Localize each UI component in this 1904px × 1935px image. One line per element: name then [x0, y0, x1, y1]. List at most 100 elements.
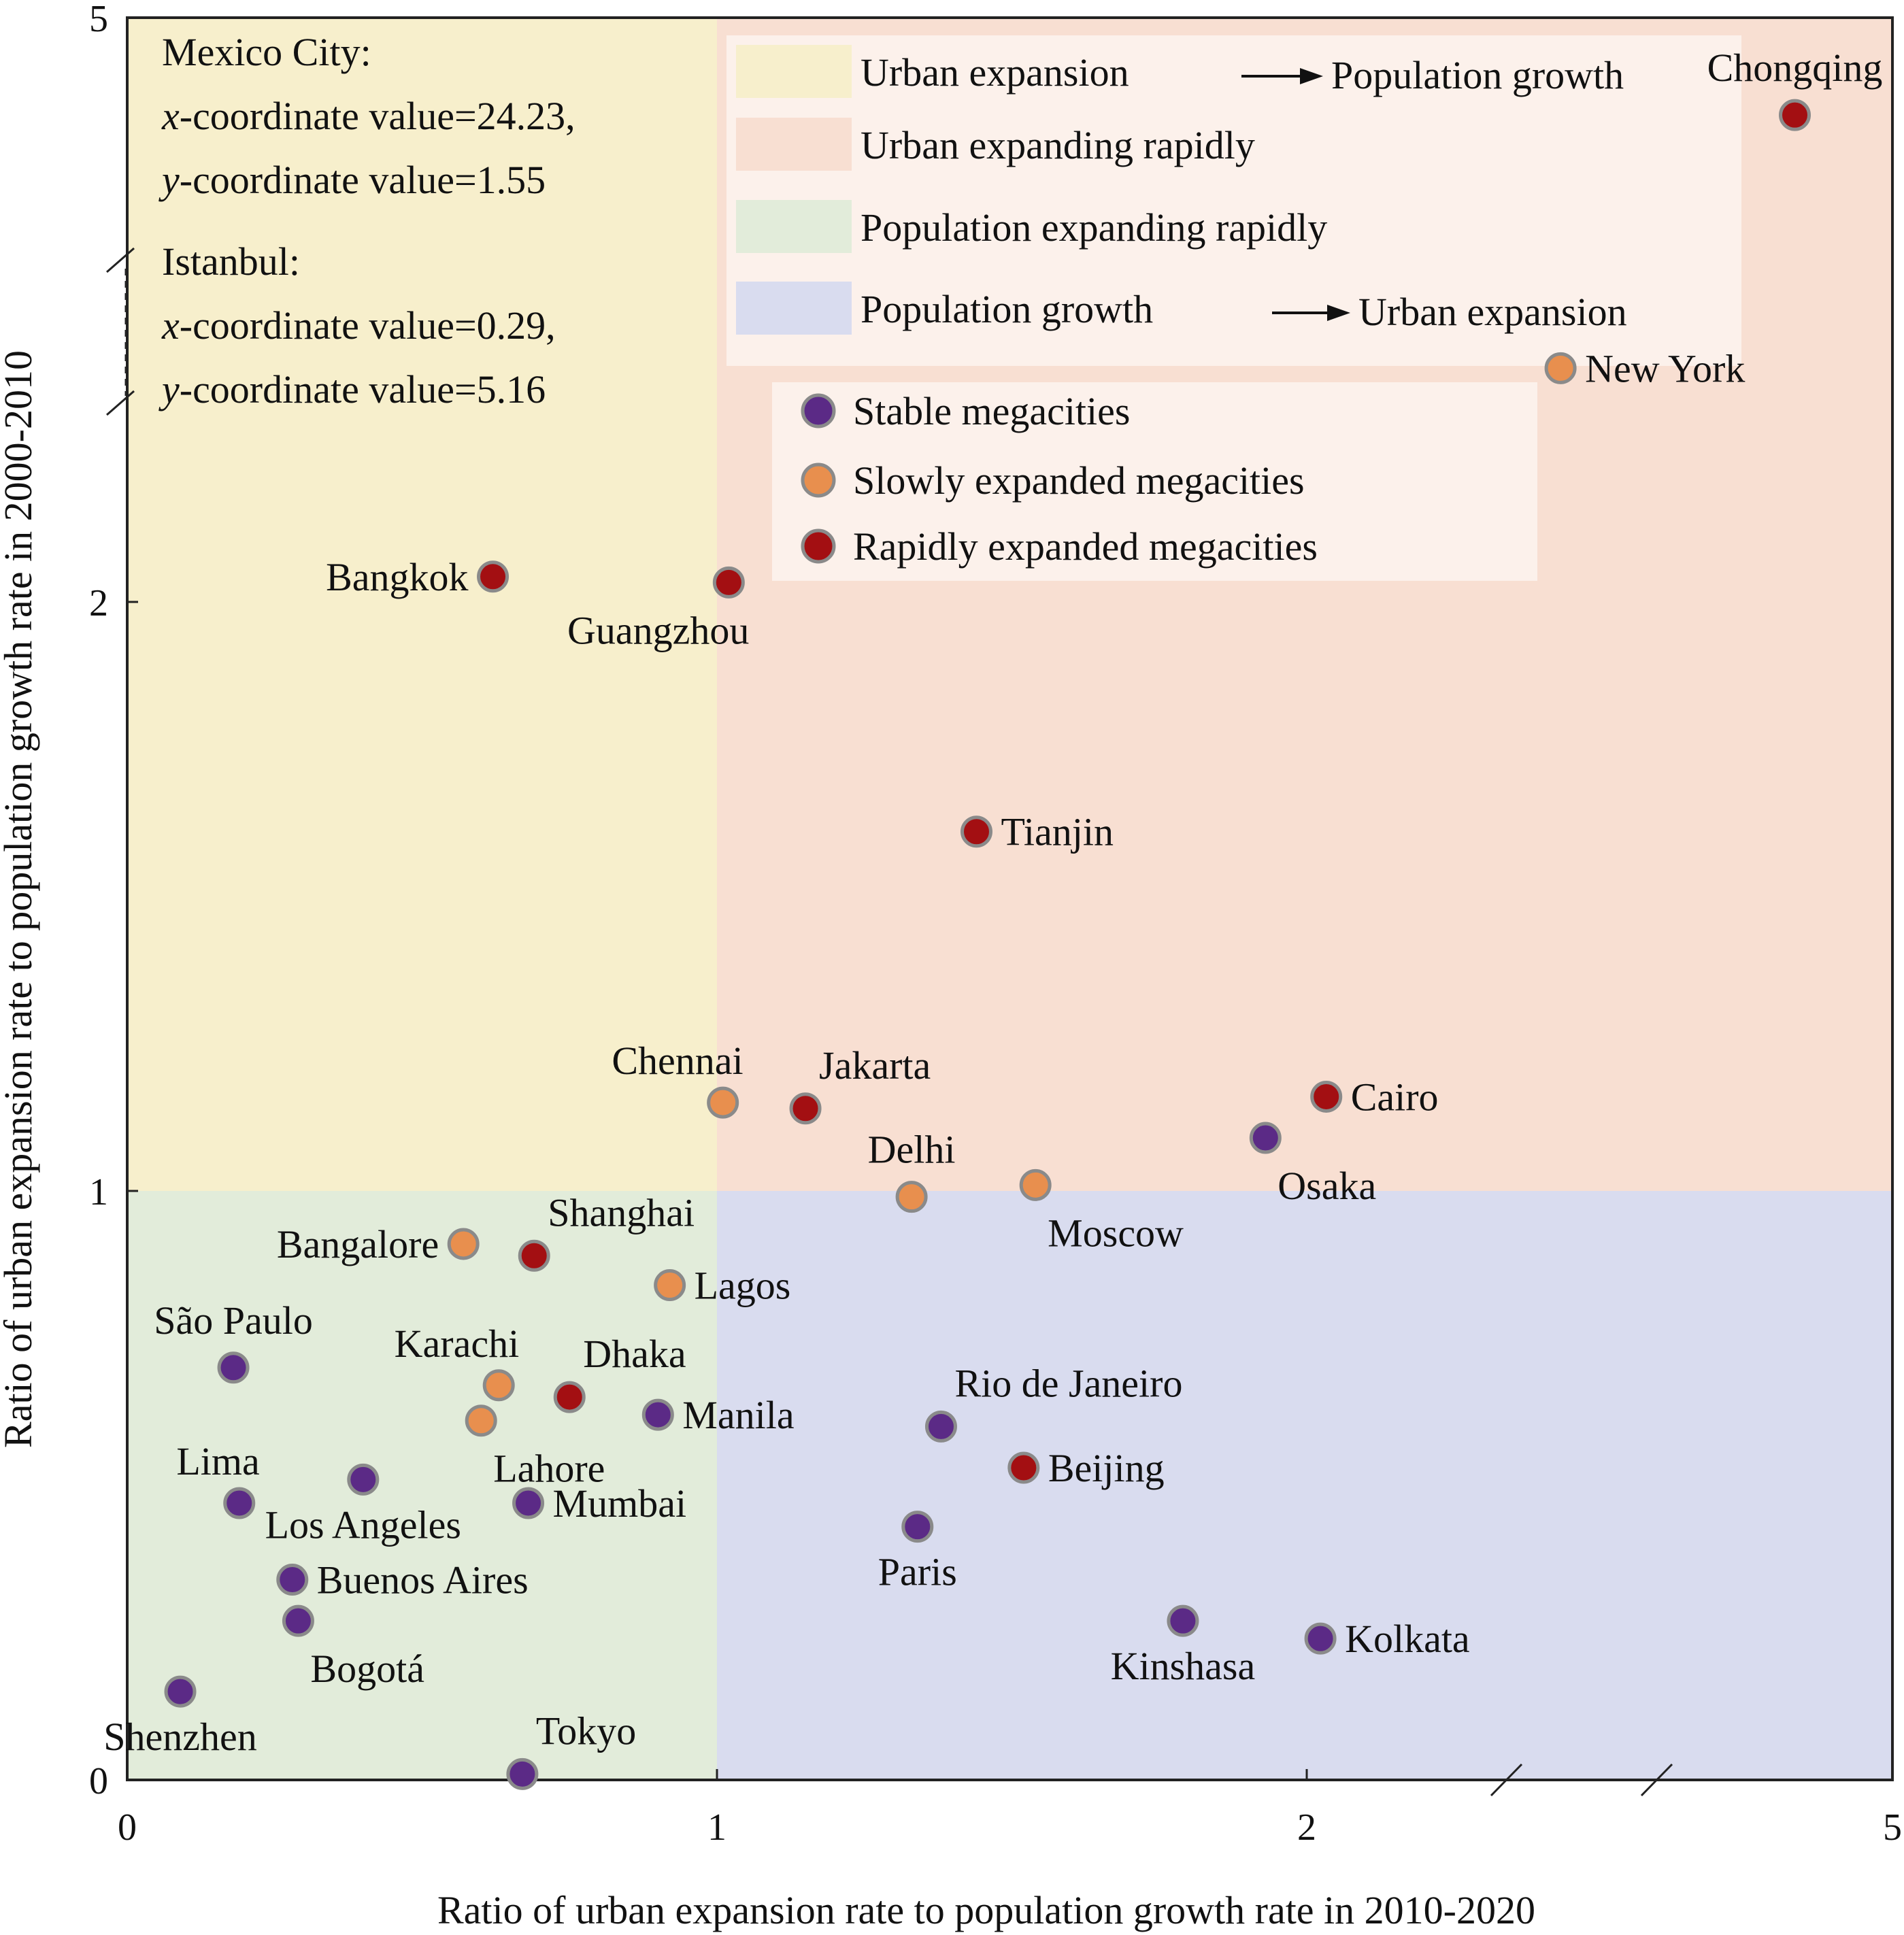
point-label: Chennai	[612, 1039, 743, 1083]
point-label: Los Angeles	[265, 1502, 461, 1547]
point-label: Beijing	[1048, 1446, 1165, 1490]
region-swatch	[736, 200, 852, 253]
x-tick-label: 0	[118, 1806, 137, 1849]
region-label: Population growth	[861, 287, 1153, 331]
y-break-mark	[106, 247, 135, 273]
legend-label: Stable megacities	[853, 389, 1130, 433]
point-shenzhen	[164, 1675, 197, 1708]
point-karachi	[482, 1369, 515, 1402]
point-los-angeles	[347, 1463, 380, 1496]
arrow-head-icon	[1300, 68, 1323, 84]
point-delhi	[895, 1181, 928, 1213]
x-break-mark	[1640, 1763, 1673, 1797]
point-label: Dhaka	[583, 1332, 686, 1376]
point-label: Buenos Aires	[317, 1558, 529, 1602]
point-label: Moscow	[1048, 1211, 1184, 1255]
point-bangkok	[477, 560, 510, 593]
data-points	[164, 99, 1811, 1790]
annotation-line: x-coordinate value=0.29,	[161, 303, 556, 348]
point-lima	[223, 1487, 256, 1519]
region-label: Population expanding rapidly	[861, 205, 1327, 250]
y-tick-label: 1	[89, 1171, 108, 1213]
point-paris	[901, 1511, 934, 1543]
point-labels: Chongqing New York Bangkok Guangzhou Tianjin…	[103, 46, 1882, 1759]
y-tick-label: 2	[89, 582, 108, 624]
legend-marker	[801, 528, 836, 564]
point-manila	[641, 1398, 674, 1431]
point-label: Delhi	[868, 1128, 956, 1172]
point-cairo	[1310, 1080, 1343, 1113]
point-label: Manila	[682, 1393, 794, 1437]
plot-frame	[126, 16, 1894, 1781]
annotation-line: x-coordinate value=24.23,	[161, 94, 575, 138]
point-label: Paris	[878, 1550, 957, 1594]
point-label: Rio de Janeiro	[954, 1361, 1182, 1405]
point-bangalore	[447, 1228, 480, 1260]
point-tokyo	[506, 1757, 539, 1790]
point-label: Cairo	[1351, 1075, 1439, 1119]
region-swatch	[736, 118, 852, 171]
group-legend-box	[772, 382, 1537, 581]
point-kolkata	[1304, 1622, 1337, 1655]
region-arrow-target: Urban expansion	[1358, 290, 1627, 334]
point-label: Osaka	[1277, 1164, 1376, 1208]
point-label: Tokyo	[536, 1709, 636, 1753]
point-label: Kolkata	[1345, 1617, 1470, 1661]
point-label: Guangzhou	[567, 608, 749, 652]
region-arrow-target: Population growth	[1331, 53, 1624, 97]
y-axis-title: Ratio of urban expansion rate to populat…	[0, 350, 40, 1448]
point-label: Chongqing	[1707, 46, 1883, 90]
point-tianjin	[960, 815, 992, 848]
legend-marker	[801, 393, 836, 428]
x-tick-label: 1	[707, 1806, 726, 1849]
y-tick-label: 5	[89, 0, 108, 40]
point-s-o-paulo	[217, 1351, 250, 1384]
point-label: Jakarta	[819, 1043, 931, 1088]
annotation-line: Istanbul:	[162, 239, 300, 284]
legend-marker	[801, 462, 836, 498]
point-mumbai	[512, 1487, 545, 1519]
outlier-annotations: Mexico City: x-coordinate value=24.23, y-c…	[158, 30, 575, 411]
annotation-line: Mexico City:	[162, 30, 371, 74]
point-new-york	[1544, 352, 1577, 384]
point-moscow	[1019, 1168, 1052, 1201]
point-label: Kinshasa	[1111, 1644, 1256, 1688]
quadrant-0	[127, 18, 717, 1191]
point-osaka	[1249, 1122, 1282, 1154]
region-swatch	[736, 45, 852, 98]
point-label: Bogotá	[310, 1647, 424, 1691]
point-label: Bangalore	[277, 1222, 439, 1266]
region-label: Urban expansion	[861, 50, 1129, 95]
group-legend: Stable megacities Slowly expanded megacit…	[772, 382, 1537, 581]
point-kinshasa	[1167, 1604, 1199, 1637]
point-label: Lagos	[695, 1264, 791, 1308]
region-label: Urban expanding rapidly	[861, 123, 1255, 167]
point-jakarta	[789, 1092, 822, 1125]
point-buenos-aires	[276, 1564, 309, 1596]
point-chongqing	[1779, 99, 1811, 131]
point-label: Lima	[176, 1439, 259, 1483]
point-label: Mumbai	[553, 1481, 687, 1526]
arrow-head-icon	[1327, 305, 1350, 321]
x-axis-title: Ratio of urban expansion rate to populat…	[437, 1888, 1535, 1932]
point-label: Shenzhen	[103, 1715, 257, 1759]
annotation-line: y-coordinate value=1.55	[158, 158, 546, 202]
point-lahore	[465, 1404, 497, 1437]
point-beijing	[1007, 1451, 1040, 1484]
point-label: São Paulo	[154, 1298, 313, 1343]
legend-label: Rapidly expanded megacities	[853, 524, 1318, 569]
point-label: Karachi	[395, 1322, 520, 1366]
axis-titles: Ratio of urban expansion rate to populat…	[0, 350, 1535, 1932]
point-label: Tianjin	[1001, 810, 1113, 854]
x-break-mark	[1490, 1763, 1523, 1797]
point-label: New York	[1585, 346, 1745, 390]
point-shanghai	[518, 1239, 550, 1272]
point-dhaka	[553, 1381, 586, 1413]
point-rio-de-janeiro	[924, 1410, 957, 1443]
x-tick-label: 2	[1297, 1806, 1316, 1849]
y-tick-label: 0	[89, 1760, 108, 1802]
annotation-line: y-coordinate value=5.16	[158, 367, 546, 411]
point-label: Bangkok	[326, 555, 468, 599]
axis-break-marks	[106, 247, 1673, 1797]
